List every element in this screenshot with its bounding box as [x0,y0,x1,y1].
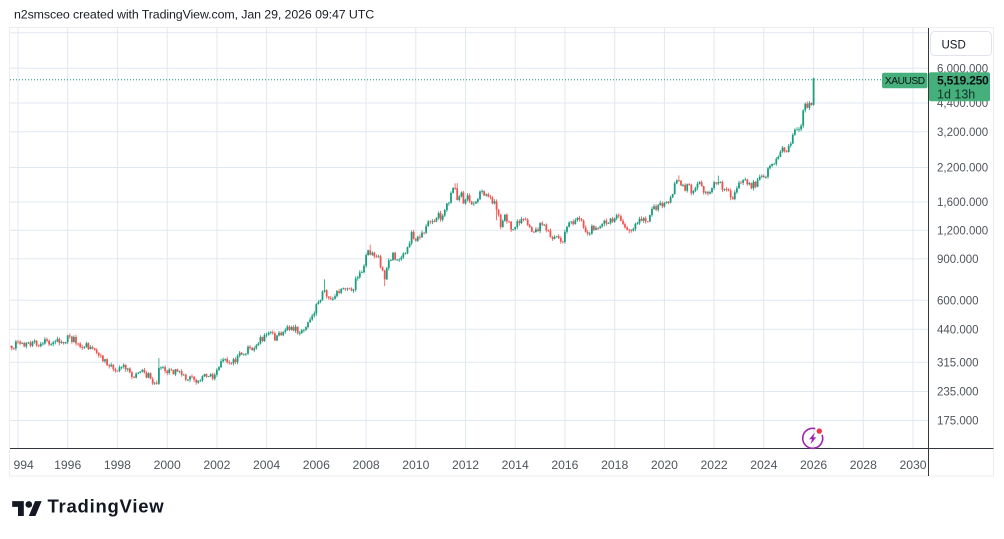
svg-text:XAUUSD: XAUUSD [885,76,925,87]
svg-text:2010: 2010 [402,458,429,472]
svg-text:2026: 2026 [800,458,827,472]
svg-text:2030: 2030 [899,458,926,472]
svg-text:600.000: 600.000 [937,295,979,307]
svg-text:2020: 2020 [651,458,678,472]
svg-text:2008: 2008 [353,458,380,472]
svg-text:2028: 2028 [850,458,877,472]
svg-text:2014: 2014 [502,458,529,472]
svg-text:1,200.000: 1,200.000 [937,225,988,237]
svg-text:n2smsceo created with TradingV: n2smsceo created with TradingView.com, J… [14,8,374,22]
svg-text:3,200.000: 3,200.000 [937,127,988,139]
svg-text:1d 13h: 1d 13h [937,87,975,101]
svg-text:2000: 2000 [154,458,181,472]
svg-text:5,519.250: 5,519.250 [937,73,989,87]
svg-text:2012: 2012 [452,458,479,472]
svg-text:1996: 1996 [54,458,81,472]
svg-text:2022: 2022 [701,458,728,472]
svg-text:2006: 2006 [303,458,330,472]
svg-text:2016: 2016 [551,458,578,472]
svg-text:USD: USD [942,39,966,51]
svg-text:440.000: 440.000 [937,325,979,337]
svg-text:2,200.000: 2,200.000 [937,163,988,175]
svg-text:175.000: 175.000 [937,416,979,428]
svg-text:TradingView: TradingView [48,496,165,517]
svg-text:1,600.000: 1,600.000 [937,197,988,209]
svg-text:994: 994 [14,458,35,472]
svg-text:235.000: 235.000 [937,387,979,399]
svg-text:2004: 2004 [253,458,280,472]
svg-text:2024: 2024 [750,458,777,472]
svg-text:2002: 2002 [203,458,230,472]
svg-text:315.000: 315.000 [937,358,979,370]
svg-text:900.000: 900.000 [937,254,979,266]
svg-text:2018: 2018 [601,458,628,472]
svg-text:1998: 1998 [104,458,131,472]
